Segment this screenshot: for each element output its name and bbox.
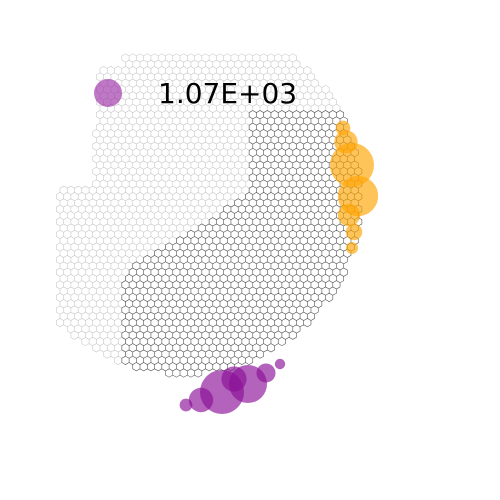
marker-0-2 [334, 130, 358, 154]
marker-1-3 [256, 363, 276, 383]
series-1 [179, 358, 286, 414]
marker-0-6 [345, 241, 359, 255]
series-0 [330, 120, 379, 255]
marker-0-3 [337, 203, 361, 227]
marker-0-0 [330, 143, 374, 187]
marker-1-2 [188, 387, 214, 413]
hex-grid [56, 53, 363, 378]
legend-label: 1.07E+03 [158, 77, 297, 110]
marker-0-5 [335, 120, 351, 136]
markers [179, 120, 379, 414]
marker-1-5 [274, 358, 286, 370]
legend-swatch [94, 79, 122, 107]
marker-0-4 [345, 223, 363, 241]
marker-1-6 [221, 366, 247, 392]
marker-1-4 [179, 398, 193, 412]
legend: 1.07E+03 [94, 77, 297, 110]
hex-grid-dark [121, 110, 363, 378]
